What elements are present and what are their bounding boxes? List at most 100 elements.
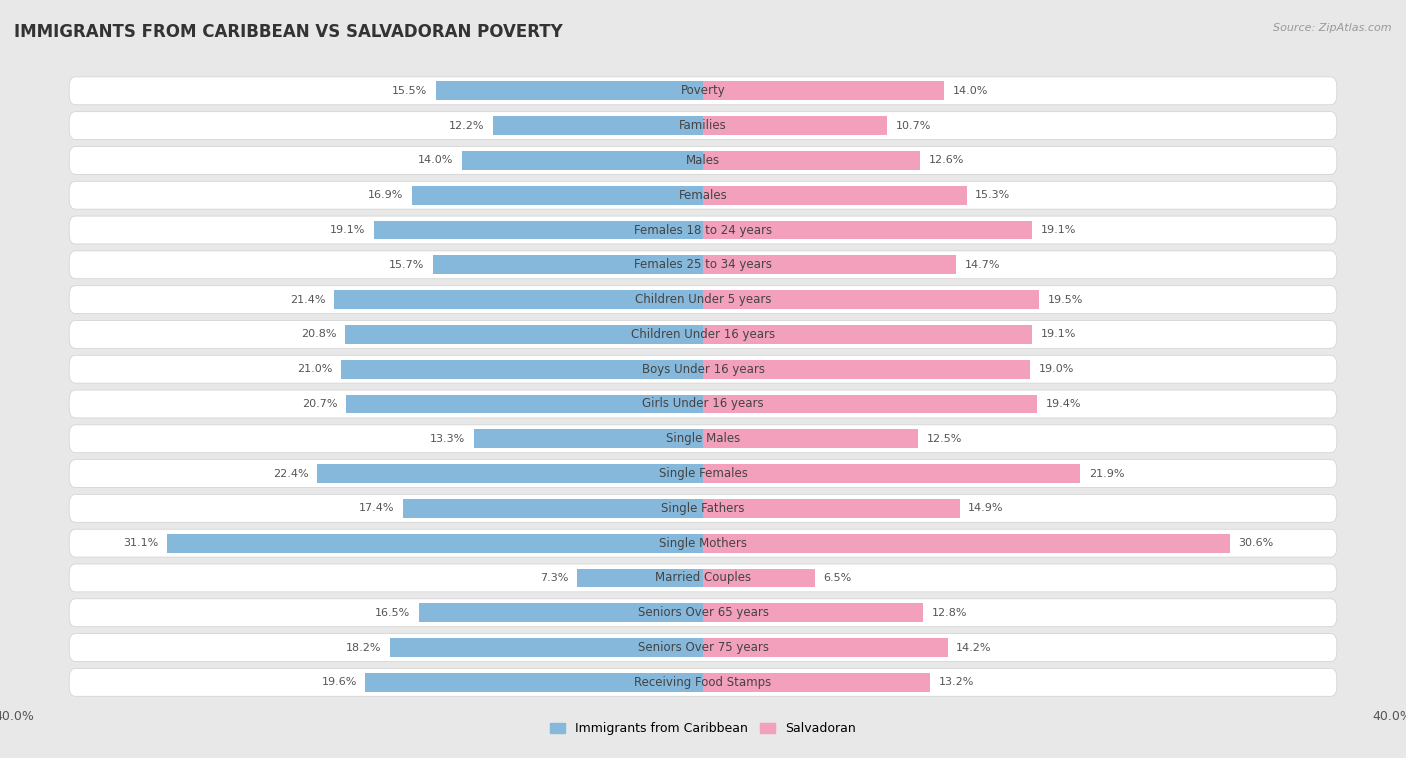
Bar [703,429,918,448]
Bar [461,151,703,170]
Bar [703,534,1230,553]
Text: Seniors Over 75 years: Seniors Over 75 years [637,641,769,654]
FancyBboxPatch shape [69,146,1337,174]
Text: 12.6%: 12.6% [928,155,965,165]
Text: Receiving Food Stamps: Receiving Food Stamps [634,676,772,689]
Text: Children Under 5 years: Children Under 5 years [634,293,772,306]
FancyBboxPatch shape [69,599,1337,627]
Text: Families: Families [679,119,727,132]
Bar [703,81,945,100]
FancyBboxPatch shape [69,494,1337,522]
Text: Children Under 16 years: Children Under 16 years [631,328,775,341]
FancyBboxPatch shape [69,634,1337,662]
Bar [318,464,703,483]
FancyBboxPatch shape [69,251,1337,279]
Text: Single Females: Single Females [658,467,748,480]
Bar [346,395,703,413]
FancyBboxPatch shape [69,529,1337,557]
Text: 19.0%: 19.0% [1039,364,1074,374]
Text: Boys Under 16 years: Boys Under 16 years [641,362,765,376]
Text: 7.3%: 7.3% [540,573,568,583]
Text: 12.5%: 12.5% [927,434,962,443]
FancyBboxPatch shape [69,77,1337,105]
Text: 16.9%: 16.9% [368,190,404,200]
Text: Females 18 to 24 years: Females 18 to 24 years [634,224,772,236]
FancyBboxPatch shape [69,424,1337,453]
Bar [703,186,966,205]
Bar [474,429,703,448]
Text: 19.4%: 19.4% [1046,399,1081,409]
Bar [703,464,1080,483]
Text: 20.8%: 20.8% [301,330,336,340]
Text: Married Couples: Married Couples [655,572,751,584]
Text: 6.5%: 6.5% [824,573,852,583]
Bar [703,395,1038,413]
Text: 13.3%: 13.3% [430,434,465,443]
Bar [578,568,703,587]
Text: 15.5%: 15.5% [392,86,427,96]
Text: Girls Under 16 years: Girls Under 16 years [643,397,763,411]
Bar [703,290,1039,309]
Text: 17.4%: 17.4% [359,503,395,513]
Bar [433,255,703,274]
Bar [404,499,703,518]
Text: 19.1%: 19.1% [1040,330,1076,340]
Text: 15.7%: 15.7% [388,260,425,270]
Text: Seniors Over 65 years: Seniors Over 65 years [637,606,769,619]
Bar [703,151,920,170]
Text: 21.4%: 21.4% [290,295,326,305]
Text: Single Males: Single Males [666,432,740,445]
Bar [366,673,703,692]
Text: 19.5%: 19.5% [1047,295,1083,305]
Bar [703,325,1032,344]
Text: 12.8%: 12.8% [932,608,967,618]
Bar [703,638,948,657]
FancyBboxPatch shape [69,564,1337,592]
Bar [703,360,1031,378]
Text: Females: Females [679,189,727,202]
FancyBboxPatch shape [69,356,1337,383]
FancyBboxPatch shape [69,321,1337,349]
Text: 19.1%: 19.1% [330,225,366,235]
Text: 16.5%: 16.5% [375,608,411,618]
Text: 10.7%: 10.7% [896,121,931,130]
Bar [344,325,703,344]
Text: Females 25 to 34 years: Females 25 to 34 years [634,258,772,271]
Text: 13.2%: 13.2% [939,678,974,688]
FancyBboxPatch shape [69,181,1337,209]
Bar [703,221,1032,240]
Text: 14.0%: 14.0% [418,155,453,165]
Bar [703,673,931,692]
Text: 20.7%: 20.7% [302,399,337,409]
Bar [436,81,703,100]
Bar [703,116,887,135]
Text: 14.0%: 14.0% [953,86,988,96]
Text: 18.2%: 18.2% [346,643,381,653]
FancyBboxPatch shape [69,216,1337,244]
Bar [703,603,924,622]
Text: 21.0%: 21.0% [297,364,333,374]
Text: 19.6%: 19.6% [322,678,357,688]
Text: 30.6%: 30.6% [1239,538,1274,548]
Text: 22.4%: 22.4% [273,468,308,478]
FancyBboxPatch shape [69,669,1337,697]
Legend: Immigrants from Caribbean, Salvadoran: Immigrants from Caribbean, Salvadoran [546,717,860,740]
Text: Males: Males [686,154,720,167]
FancyBboxPatch shape [69,286,1337,314]
Bar [703,499,960,518]
Text: IMMIGRANTS FROM CARIBBEAN VS SALVADORAN POVERTY: IMMIGRANTS FROM CARIBBEAN VS SALVADORAN … [14,23,562,41]
Bar [412,186,703,205]
Text: Source: ZipAtlas.com: Source: ZipAtlas.com [1274,23,1392,33]
Bar [167,534,703,553]
Text: Poverty: Poverty [681,84,725,97]
Text: 12.2%: 12.2% [449,121,484,130]
Text: 19.1%: 19.1% [1040,225,1076,235]
Bar [389,638,703,657]
Bar [374,221,703,240]
Bar [703,568,815,587]
Bar [335,290,703,309]
Bar [342,360,703,378]
Text: Single Fathers: Single Fathers [661,502,745,515]
Bar [419,603,703,622]
Bar [703,255,956,274]
